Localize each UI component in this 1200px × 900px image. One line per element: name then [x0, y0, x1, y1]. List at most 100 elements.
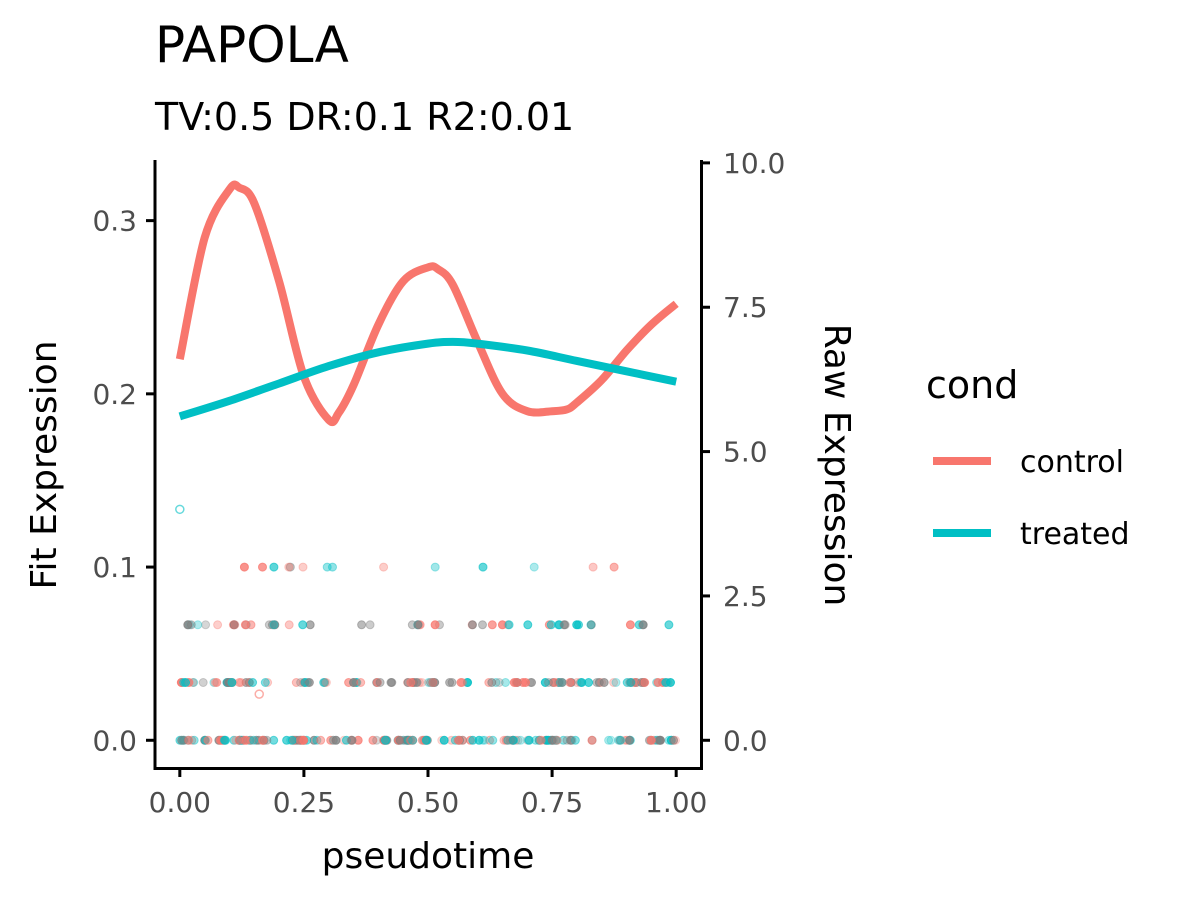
raw-point: [547, 735, 557, 745]
raw-point: [422, 735, 431, 745]
raw-point: [413, 620, 423, 630]
raw-point: [524, 735, 534, 745]
raw-point: [508, 735, 518, 745]
raw-point: [186, 620, 196, 630]
raw-point: [298, 562, 308, 572]
raw-point: [606, 735, 616, 745]
raw-point: [540, 678, 550, 687]
raw-point: [521, 678, 530, 687]
raw-point: [357, 620, 367, 630]
raw-point: [284, 562, 294, 572]
raw-point: [512, 678, 522, 687]
raw-point: [213, 620, 223, 630]
raw-point: [331, 735, 341, 745]
raw-point: [529, 562, 539, 572]
raw-point: [403, 735, 413, 745]
raw-point: [387, 678, 397, 687]
raw-point: [586, 620, 596, 630]
legend-label-control: control: [1020, 445, 1124, 480]
raw-point: [220, 735, 230, 745]
raw-point: [653, 678, 663, 687]
raw-point: [181, 678, 190, 687]
raw-point: [625, 678, 635, 687]
left-y-axis-title: Fit Expression: [24, 340, 65, 589]
raw-point: [239, 562, 249, 572]
raw-point: [557, 678, 567, 687]
raw-point: [587, 735, 597, 745]
raw-point: [638, 620, 648, 630]
raw-point: [655, 735, 665, 745]
raw-point: [322, 678, 331, 687]
raw-points: [175, 504, 680, 745]
raw-point: [217, 735, 227, 745]
raw-point: [487, 678, 497, 687]
raw-point: [566, 735, 576, 745]
legend: cond control treated: [926, 363, 1130, 552]
raw-point: [203, 735, 213, 745]
fit-lines: [175, 180, 679, 427]
y-tick-label: 0.1: [92, 551, 137, 584]
raw-point: [428, 678, 438, 687]
raw-point: [616, 735, 626, 745]
raw-point: [562, 735, 572, 745]
chart-title: PAPOLA: [155, 16, 349, 74]
raw-point: [480, 735, 490, 745]
raw-point-outlier: [175, 504, 185, 515]
raw-point: [570, 735, 580, 745]
raw-point: [349, 678, 359, 687]
x-tick-label: 0.75: [521, 786, 583, 819]
x-tick-label: 0.50: [397, 786, 459, 819]
raw-point: [499, 735, 509, 745]
raw-point: [664, 620, 674, 630]
raw-point: [295, 735, 305, 745]
y2-tick-label: 0.0: [723, 724, 768, 757]
y-tick-label: 0.3: [92, 205, 137, 238]
raw-point: [296, 678, 306, 687]
raw-point: [212, 678, 222, 687]
raw-point: [263, 678, 273, 687]
raw-point: [560, 620, 569, 630]
y-tick-label: 0.0: [92, 724, 137, 757]
raw-point: [478, 620, 487, 630]
raw-point: [428, 678, 438, 687]
y2-tick-label: 2.5: [723, 580, 768, 613]
x-tick-label: 1.00: [645, 786, 707, 819]
x-axis-title: pseudotime: [322, 836, 535, 877]
raw-point: [230, 620, 240, 630]
raw-point: [599, 678, 609, 687]
raw-point: [316, 735, 326, 745]
raw-point: [193, 620, 203, 630]
raw-point: [454, 735, 463, 745]
raw-point: [447, 678, 457, 687]
raw-point: [586, 620, 596, 630]
raw-point: [478, 735, 488, 745]
raw-point: [221, 735, 231, 745]
raw-point: [189, 735, 199, 745]
raw-point: [305, 620, 315, 630]
raw-point: [577, 678, 587, 687]
raw-point: [662, 678, 672, 687]
raw-point: [236, 678, 246, 687]
raw-point: [299, 735, 309, 745]
series-line-control: [175, 180, 679, 427]
raw-point: [249, 735, 259, 745]
raw-point: [219, 735, 229, 745]
raw-point: [504, 620, 514, 630]
raw-point: [494, 678, 504, 687]
raw-point: [239, 735, 249, 745]
chart-subtitle: TV:0.5 DR:0.1 R2:0.01: [154, 95, 574, 139]
raw-point: [646, 735, 656, 745]
raw-point: [322, 562, 332, 572]
raw-point: [380, 735, 390, 745]
raw-point: [356, 678, 366, 687]
raw-point: [240, 620, 250, 630]
raw-point: [614, 735, 624, 745]
raw-point: [201, 620, 211, 630]
raw-point: [488, 735, 498, 745]
legend-label-treated: treated: [1020, 517, 1130, 552]
raw-point: [560, 620, 570, 630]
raw-point: [229, 620, 239, 630]
raw-point: [516, 735, 526, 745]
raw-point: [671, 735, 680, 745]
